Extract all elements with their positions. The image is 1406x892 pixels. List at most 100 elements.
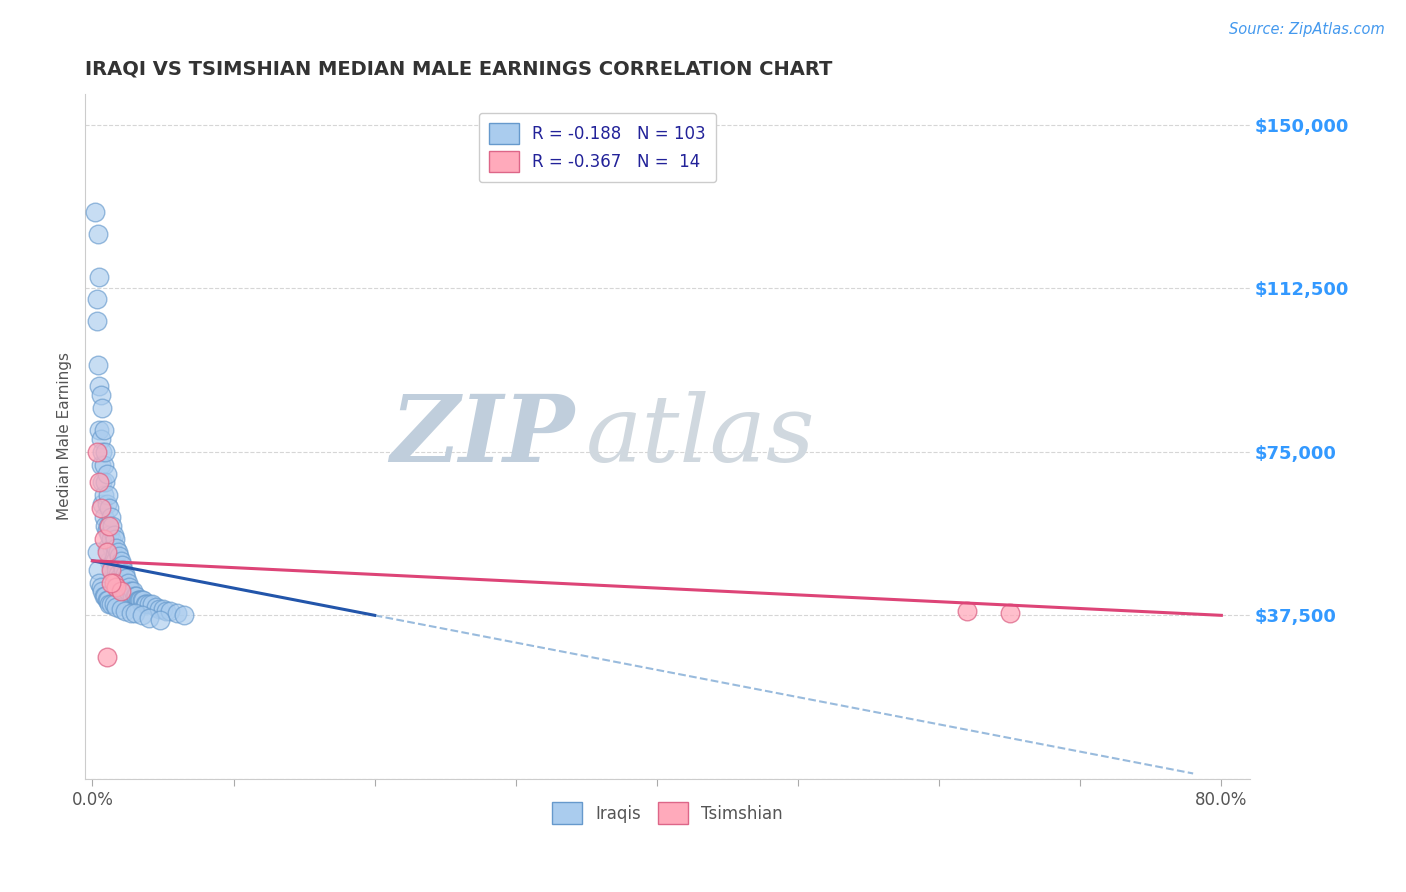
Point <box>103 527 125 541</box>
Point <box>108 549 131 564</box>
Point <box>86 314 108 328</box>
Point <box>90 501 112 516</box>
Point <box>100 532 122 546</box>
Point <box>97 488 120 502</box>
Point <box>89 379 111 393</box>
Point <box>97 593 120 607</box>
Point <box>152 601 174 615</box>
Point <box>93 488 115 502</box>
Point <box>98 554 121 568</box>
Point <box>111 580 134 594</box>
Point <box>96 649 118 664</box>
Point <box>91 497 114 511</box>
Point <box>94 589 117 603</box>
Point <box>104 532 127 546</box>
Point <box>93 423 115 437</box>
Point <box>98 598 121 612</box>
Point <box>98 519 121 533</box>
Point <box>107 545 129 559</box>
Point <box>90 388 112 402</box>
Point <box>100 562 122 576</box>
Point <box>998 606 1021 620</box>
Point <box>87 358 110 372</box>
Point <box>141 598 163 612</box>
Point <box>90 432 112 446</box>
Point <box>129 593 152 607</box>
Point <box>118 580 141 594</box>
Point <box>956 604 979 618</box>
Point <box>125 589 148 603</box>
Point <box>96 497 118 511</box>
Point <box>120 584 142 599</box>
Point <box>97 545 120 559</box>
Point <box>114 584 136 599</box>
Point <box>124 606 146 620</box>
Point <box>131 593 153 607</box>
Point <box>124 589 146 603</box>
Point <box>173 608 195 623</box>
Point <box>100 510 122 524</box>
Point <box>100 575 122 590</box>
Point <box>89 423 111 437</box>
Point <box>96 593 118 607</box>
Point <box>101 519 124 533</box>
Point <box>127 593 149 607</box>
Point <box>131 608 153 623</box>
Point <box>91 444 114 458</box>
Point <box>101 562 124 576</box>
Point <box>93 510 115 524</box>
Point <box>110 601 132 615</box>
Point <box>138 598 160 612</box>
Point <box>110 554 132 568</box>
Point <box>91 584 114 599</box>
Text: Source: ZipAtlas.com: Source: ZipAtlas.com <box>1229 22 1385 37</box>
Point <box>94 475 117 490</box>
Point <box>94 444 117 458</box>
Point <box>128 593 150 607</box>
Point <box>166 606 188 620</box>
Point <box>115 571 138 585</box>
Point <box>84 204 107 219</box>
Point <box>87 562 110 576</box>
Point <box>103 566 125 581</box>
Point <box>89 270 111 285</box>
Point <box>155 604 177 618</box>
Point <box>90 580 112 594</box>
Point <box>96 545 118 559</box>
Point <box>145 599 167 614</box>
Point <box>103 575 125 590</box>
Point <box>96 523 118 537</box>
Point <box>117 584 139 599</box>
Point <box>87 227 110 241</box>
Point <box>110 584 132 599</box>
Point <box>132 593 155 607</box>
Point <box>103 598 125 612</box>
Point <box>149 613 172 627</box>
Point <box>104 554 127 568</box>
Point <box>101 541 124 555</box>
Point <box>114 604 136 618</box>
Point <box>112 580 135 594</box>
Point <box>105 580 128 594</box>
Point <box>93 589 115 603</box>
Text: IRAQI VS TSIMSHIAN MEDIAN MALE EARNINGS CORRELATION CHART: IRAQI VS TSIMSHIAN MEDIAN MALE EARNINGS … <box>86 60 832 78</box>
Point <box>90 458 112 472</box>
Point <box>148 601 170 615</box>
Point <box>89 475 111 490</box>
Point <box>120 606 142 620</box>
Point <box>98 527 121 541</box>
Point <box>134 598 156 612</box>
Point <box>89 575 111 590</box>
Point <box>91 401 114 416</box>
Point <box>107 566 129 581</box>
Point <box>112 562 135 576</box>
Point <box>117 575 139 590</box>
Point <box>100 598 122 612</box>
Point <box>105 541 128 555</box>
Point <box>98 501 121 516</box>
Point <box>86 292 108 306</box>
Point <box>159 604 181 618</box>
Point <box>94 519 117 533</box>
Point <box>93 458 115 472</box>
Point <box>110 575 132 590</box>
